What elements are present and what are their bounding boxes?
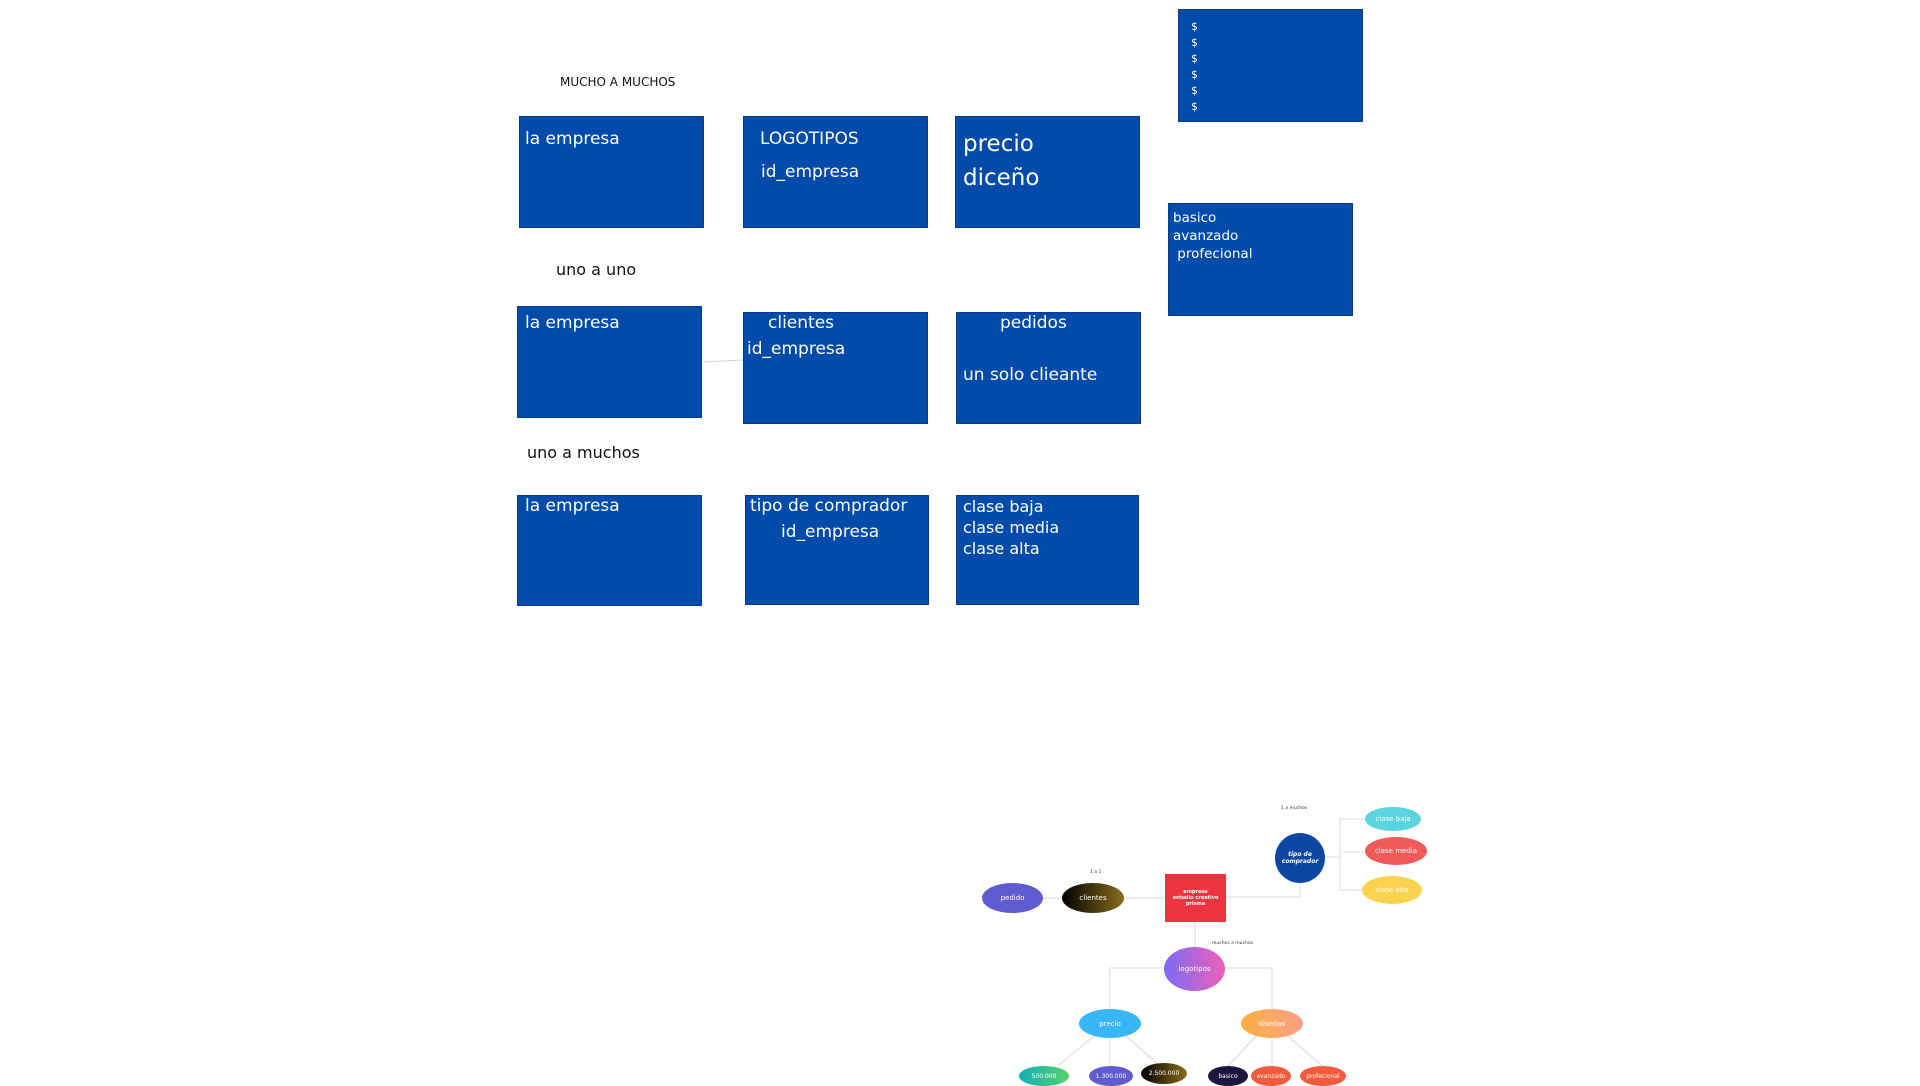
mindmap-center-empresa[interactable]: empresa estudio creativo prisma [1165,874,1226,922]
box-pedidos[interactable]: pedidos un solo clieante [956,312,1141,424]
node-price-1300000[interactable]: 1.300.000 [1089,1066,1133,1086]
node-price-2500000[interactable]: 2.500.000 [1141,1063,1187,1084]
clase-media: clase media [963,518,1060,537]
box-precio-text: precio [963,131,1034,157]
box-empresa-3[interactable]: la empresa [517,495,702,606]
center-line-1: empresa [1183,889,1208,895]
node-clase-baja[interactable]: clase baja [1365,807,1421,831]
box-tipo-comprador[interactable]: tipo de comprador id_empresa [745,495,929,605]
node-precio[interactable]: precio [1079,1009,1141,1038]
node-disenos[interactable]: diseños [1241,1009,1303,1038]
box-empresa-2[interactable]: la empresa [517,306,702,418]
node-pedido[interactable]: pedido [982,883,1043,913]
price-3: $ [1191,52,1198,65]
price-1: $ [1191,20,1198,33]
box-empresa-3-text: la empresa [525,496,620,516]
box-plans[interactable]: basico avanzado profecional [1168,203,1353,316]
node-disenos-basico[interactable]: basico [1208,1066,1248,1086]
connector-empresa-clientes [703,359,744,363]
box-logotipos-title: LOGOTIPOS [760,129,859,149]
plan-profecional: profecional [1173,246,1253,262]
box-tipo-comprador-id: id_empresa [781,522,880,542]
mindmap-tipo-comprador[interactable]: tipo de comprador [1275,833,1325,883]
box-tipo-comprador-title: tipo de comprador [750,496,908,516]
box-logotipos[interactable]: LOGOTIPOS id_empresa [743,116,928,228]
node-clase-alta[interactable]: clase alta [1362,876,1422,904]
price-5: $ [1191,84,1198,97]
box-clientes-id: id_empresa [747,339,846,359]
box-clientes-title: clientes [768,313,835,333]
price-2: $ [1191,36,1198,49]
clase-alta: clase alta [963,539,1040,558]
label-1-a-muchos: 1 a muchos [1281,806,1308,811]
plan-basico: basico [1173,210,1217,226]
node-clientes[interactable]: clientes [1062,883,1124,913]
box-diseno-text: diceño [963,165,1040,191]
box-prices[interactable]: $ $ $ $ $ $ [1178,9,1363,122]
box-empresa-1[interactable]: la empresa [519,116,704,228]
label-uno-a-muchos: uno a muchos [527,443,640,462]
price-4: $ [1191,68,1198,81]
node-disenos-avanzado[interactable]: avanzado [1251,1066,1291,1086]
label-uno-a-uno: uno a uno [556,260,637,279]
node-price-500000[interactable]: 500.000 [1019,1066,1069,1086]
node-clase-media[interactable]: clase media [1365,837,1427,865]
tipo-comprador-line-1: tipo de [1288,851,1312,858]
clase-baja: clase baja [963,497,1044,516]
box-empresa-1-text: la empresa [525,129,620,149]
box-empresa-2-text: la empresa [525,313,620,333]
box-logotipos-id: id_empresa [761,162,860,182]
box-pedidos-title: pedidos [1000,313,1067,333]
box-precio-diseno[interactable]: precio diceño [955,116,1140,228]
price-6: $ [1191,100,1198,113]
box-pedidos-desc: un solo clieante [963,365,1098,385]
box-clientes[interactable]: clientes id_empresa [743,312,928,424]
center-line-2: estudio creativo prisma [1172,895,1219,907]
node-disenos-profecional[interactable]: profecional [1300,1066,1346,1086]
label-mucho-a-muchos: MUCHO A MUCHOS [560,75,676,89]
box-clases[interactable]: clase baja clase media clase alta [956,495,1139,605]
plan-avanzado: avanzado [1173,228,1239,244]
label-muchos-a-muchos: muchos a muchos [1212,941,1253,946]
label-1-a-1: 1 a 1 [1090,870,1102,875]
node-logotipos[interactable]: logotipos [1164,947,1225,991]
tipo-comprador-line-2: comprador [1281,858,1319,865]
